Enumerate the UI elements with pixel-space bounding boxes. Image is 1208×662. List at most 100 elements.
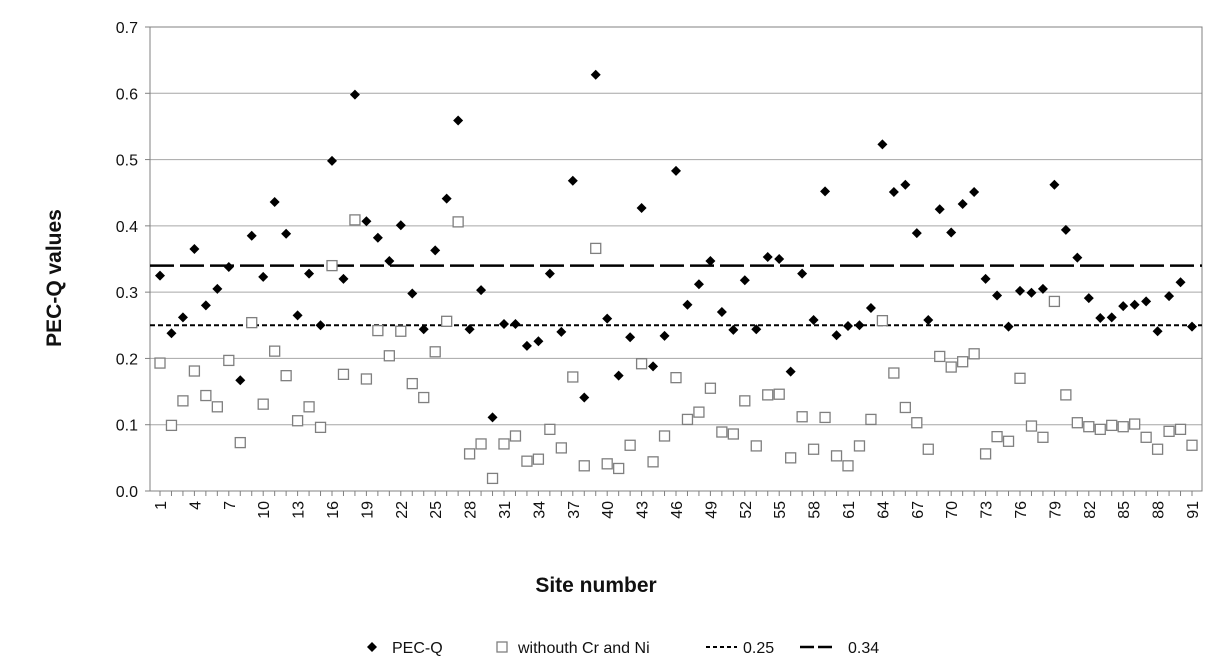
data-point-without-cr-ni [658, 430, 671, 442]
data-point-pec-q [831, 330, 842, 341]
x-tick-label: 34 [531, 501, 548, 519]
data-point-without-cr-ni [624, 439, 636, 451]
data-point-without-cr-ni [888, 367, 900, 379]
data-point-without-cr-ni [716, 426, 728, 438]
data-point-without-cr-ni [796, 411, 808, 423]
series-without-cr-ni [154, 214, 1198, 485]
data-point-without-cr-ni [406, 377, 418, 390]
x-tick-label: 64 [875, 501, 892, 519]
y-tick-label: 0.1 [116, 418, 138, 435]
data-point-without-cr-ni [555, 442, 567, 454]
data-point-pec-q [235, 375, 246, 386]
data-point-pec-q [292, 310, 303, 321]
data-point-pec-q [762, 252, 773, 263]
data-point-pec-q [1072, 252, 1083, 263]
data-point-pec-q [177, 312, 188, 323]
data-point-without-cr-ni [211, 401, 223, 413]
data-point-pec-q [751, 324, 762, 335]
data-point-without-cr-ni [303, 401, 315, 413]
x-tick-label: 43 [635, 501, 652, 519]
data-point-pec-q [648, 361, 659, 372]
data-point-pec-q [602, 313, 613, 324]
data-point-without-cr-ni [165, 419, 178, 432]
data-point-pec-q [911, 228, 922, 239]
data-point-without-cr-ni [337, 368, 350, 380]
data-point-without-cr-ni [1083, 421, 1095, 433]
data-point-pec-q [1118, 301, 1129, 312]
data-point-pec-q [739, 275, 750, 286]
data-point-without-cr-ni [1151, 443, 1164, 455]
data-point-without-cr-ni [177, 395, 189, 407]
data-point-pec-q [992, 290, 1003, 301]
data-point-without-cr-ni [246, 316, 258, 329]
data-point-without-cr-ni [257, 398, 269, 410]
data-point-without-cr-ni [372, 324, 384, 337]
y-axis-ticks: 0.0 0.1 0.2 0.3 0.4 0.5 0.6 0.7 [116, 20, 150, 501]
data-point-pec-q [716, 307, 727, 318]
data-point-pec-q [1026, 287, 1037, 298]
data-point-without-cr-ni [452, 216, 464, 228]
x-tick-label: 76 [1013, 501, 1030, 519]
data-point-pec-q [1095, 312, 1106, 323]
data-point-without-cr-ni [991, 430, 1003, 443]
data-point-pec-q [590, 69, 601, 80]
data-point-pec-q [1003, 321, 1014, 332]
data-point-pec-q [900, 179, 911, 190]
data-point-without-cr-ni [842, 460, 854, 472]
data-point-pec-q [212, 283, 223, 294]
data-point-without-cr-ni [785, 452, 797, 464]
data-point-without-cr-ni [1094, 423, 1106, 436]
x-tick-label: 31 [497, 501, 514, 519]
x-tick-label: 58 [807, 501, 824, 519]
data-point-without-cr-ni [314, 421, 327, 434]
legend-label-034: 0.34 [848, 640, 879, 657]
x-tick-label: 61 [841, 501, 858, 519]
data-point-pec-q [957, 198, 968, 209]
data-point-without-cr-ni [1048, 295, 1061, 308]
x-tick-label: 55 [772, 501, 789, 519]
data-point-without-cr-ni [532, 453, 545, 465]
data-point-pec-q [1037, 283, 1048, 294]
data-point-pec-q [487, 412, 498, 423]
data-point-without-cr-ni [395, 325, 407, 337]
data-point-without-cr-ni [326, 259, 338, 272]
data-point-without-cr-ni [681, 413, 694, 426]
data-point-without-cr-ni [1174, 423, 1187, 436]
data-point-pec-q [888, 187, 899, 198]
data-point-pec-q [1129, 299, 1140, 310]
data-point-pec-q [349, 89, 360, 100]
x-tick-label: 16 [325, 501, 342, 519]
data-point-pec-q [682, 299, 693, 310]
x-tick-label: 85 [1116, 501, 1133, 519]
data-point-pec-q [441, 193, 452, 204]
data-point-without-cr-ni [1071, 417, 1083, 429]
data-point-without-cr-ni [876, 314, 889, 327]
data-point-pec-q [636, 202, 647, 213]
data-point-without-cr-ni [1002, 435, 1015, 447]
legend-marker-square-icon [496, 641, 508, 653]
data-point-pec-q [1049, 179, 1060, 190]
data-point-pec-q [1083, 293, 1094, 304]
data-point-without-cr-ni [1129, 418, 1141, 430]
x-tick-label: 79 [1047, 501, 1064, 519]
data-point-without-cr-ni [463, 448, 476, 460]
data-point-pec-q [269, 196, 280, 207]
data-point-without-cr-ni [670, 372, 682, 384]
data-point-pec-q [625, 332, 636, 343]
data-point-without-cr-ni [979, 448, 992, 460]
data-point-without-cr-ni [865, 413, 877, 426]
x-axis-title: Site number [535, 574, 656, 597]
x-tick-label: 1 [153, 501, 170, 510]
data-point-without-cr-ni [1037, 431, 1049, 443]
data-point-without-cr-ni [567, 371, 579, 383]
reference-lines [150, 264, 1202, 327]
x-tick-label: 70 [944, 501, 961, 519]
data-point-without-cr-ni [544, 423, 556, 436]
data-point-without-cr-ni [727, 428, 739, 440]
data-point-pec-q [1175, 277, 1186, 288]
x-tick-label: 82 [1082, 501, 1099, 519]
data-point-pec-q [567, 175, 578, 186]
data-point-without-cr-ni [773, 388, 785, 400]
y-tick-label: 0.6 [116, 86, 138, 103]
